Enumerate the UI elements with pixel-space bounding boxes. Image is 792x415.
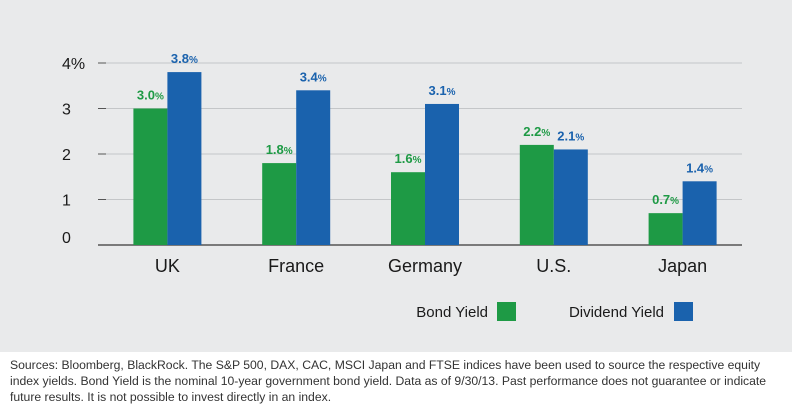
data-label: 0.7% [652, 192, 679, 207]
bar [262, 163, 297, 245]
category-label: Japan [658, 256, 707, 276]
data-label: 3.4% [300, 69, 327, 84]
y-tick-label: 3 [62, 102, 71, 119]
bar [519, 144, 554, 245]
category-label: France [268, 256, 324, 276]
y-tick-label: 2 [62, 147, 71, 164]
data-label: 2.2% [523, 124, 550, 139]
bar [553, 149, 588, 245]
bar [167, 72, 202, 245]
bar [391, 172, 425, 245]
y-tick-label: 0 [62, 230, 71, 247]
category-label: U.S. [536, 256, 571, 276]
bar [133, 108, 168, 245]
data-label: 1.8% [266, 142, 293, 157]
bar [682, 181, 717, 245]
bar [296, 90, 331, 245]
legend-swatch [497, 302, 516, 321]
y-tick-label: 1 [62, 193, 71, 210]
data-label: 3.0% [137, 88, 164, 103]
data-label: 3.8% [171, 51, 198, 66]
bar [648, 213, 683, 245]
legend-swatch [674, 302, 693, 321]
y-tick-label: 4% [62, 56, 85, 73]
data-label: 1.6% [395, 151, 422, 166]
bar-chart: 0 1 2 3 4% 3.0% 3.8% UK 1.8% 3.4% France 1.6% 3.1% Ge… [62, 51, 742, 321]
data-label: 3.1% [429, 83, 456, 98]
bar [425, 103, 459, 245]
category-label: UK [155, 256, 180, 276]
data-label: 2.1% [557, 128, 584, 143]
legend-label: Dividend Yield [569, 304, 664, 321]
category-label: Germany [388, 256, 462, 276]
data-label: 1.4% [686, 160, 713, 175]
sources-footnote: Sources: Bloomberg, BlackRock. The S&P 5… [10, 358, 767, 404]
chart-panel: 0 1 2 3 4% 3.0% 3.8% UK 1.8% 3.4% France 1.6% 3.1% Ge… [0, 0, 792, 352]
legend-label: Bond Yield [416, 304, 488, 321]
